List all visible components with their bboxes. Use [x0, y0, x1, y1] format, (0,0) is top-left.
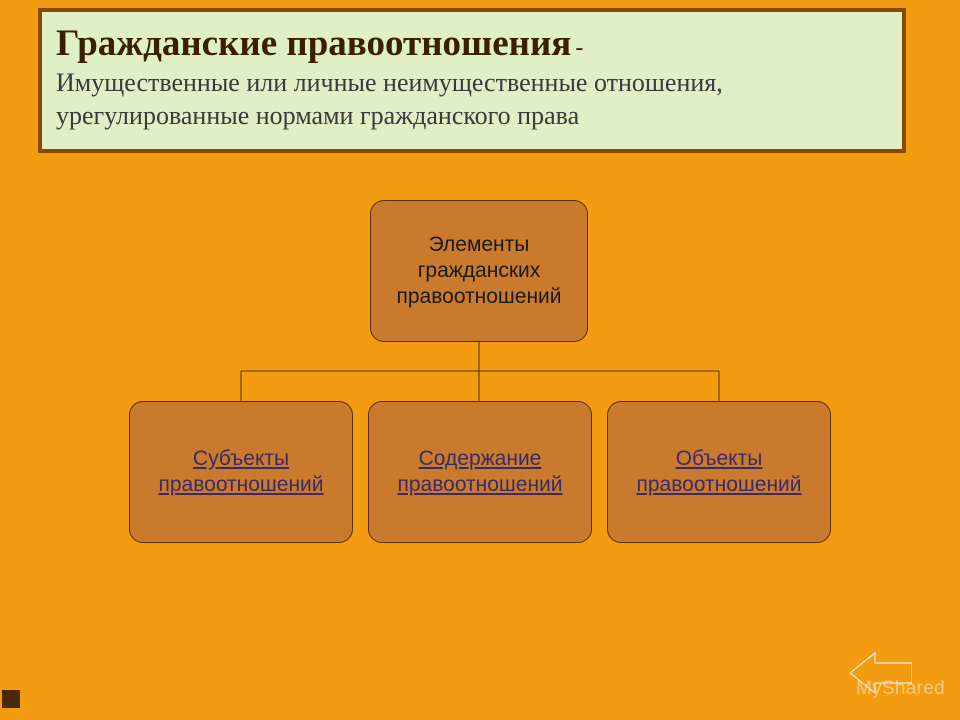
slide-title: Гражданские правоотношения: [56, 23, 571, 64]
root-node-label: Элементы гражданских правоотношений: [379, 232, 579, 311]
child-node-label: Содержание правоотношений: [377, 446, 583, 499]
child-node-label: Субъекты правоотношений: [138, 446, 344, 499]
definition-box: Гражданские правоотношения - Имущественн…: [38, 8, 906, 153]
watermark-text: MyShared: [856, 678, 945, 700]
corner-decoration: [2, 690, 20, 708]
child-node-objects[interactable]: Объекты правоотношений: [607, 401, 831, 543]
child-node-subjects[interactable]: Субъекты правоотношений: [129, 401, 353, 543]
title-dash: -: [575, 35, 583, 61]
slide-subtitle: Имущественные или личные неимущественные…: [56, 67, 888, 132]
child-node-label: Объекты правоотношений: [616, 446, 822, 499]
child-node-content[interactable]: Содержание правоотношений: [368, 401, 592, 543]
child-row: Субъекты правоотношений Содержание право…: [129, 401, 831, 543]
root-node: Элементы гражданских правоотношений: [370, 200, 588, 342]
